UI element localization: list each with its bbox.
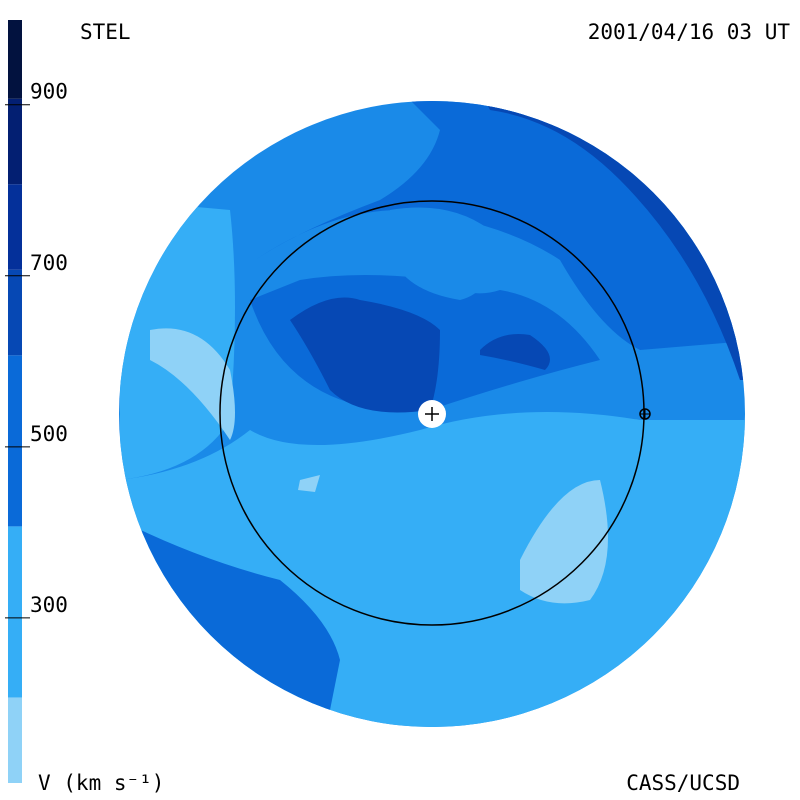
earth-orbit	[219, 200, 645, 626]
colorbar-band	[8, 526, 22, 698]
earth-cross	[640, 409, 650, 419]
header-right: 2001/04/16 03 UT	[588, 20, 791, 44]
colorbar: 300 500 700 900	[5, 20, 68, 783]
sun-cross	[425, 407, 439, 421]
colorbar-tick-label: 500	[30, 422, 68, 446]
colorbar-tick-label: 300	[30, 593, 68, 617]
header-left: STEL	[80, 20, 131, 44]
footer-left: V (km s⁻¹)	[38, 771, 164, 795]
colorbar-band	[8, 697, 22, 783]
colorbar-band	[8, 98, 22, 185]
footer-right: CASS/UCSD	[626, 771, 740, 795]
colorbar-band	[8, 184, 22, 270]
colorbar-band	[8, 355, 22, 527]
colorbar-tick-label: 900	[30, 80, 68, 104]
colorbar-tick-label: 700	[30, 251, 68, 275]
colorbar-band	[8, 20, 22, 99]
colorbar-band	[8, 269, 22, 356]
